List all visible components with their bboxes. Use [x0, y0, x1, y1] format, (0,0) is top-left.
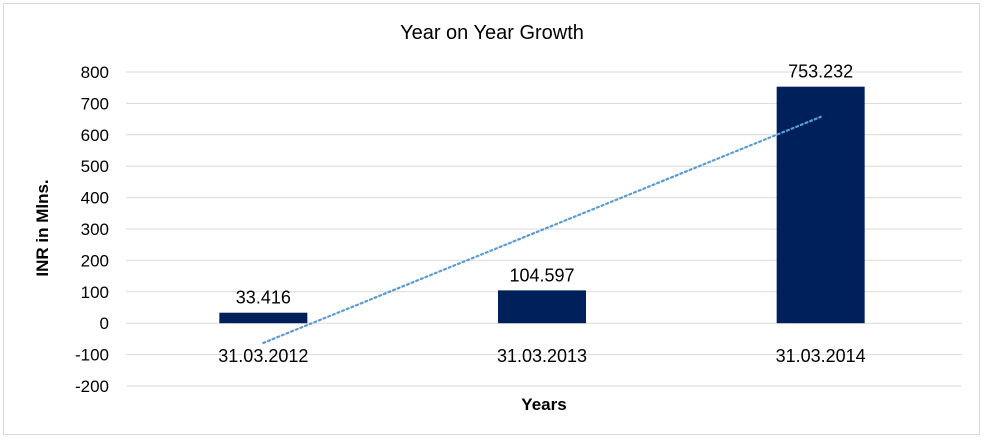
- chart-title: Year on Year Growth: [400, 22, 584, 44]
- y-tick-label: -100: [75, 346, 109, 365]
- y-tick-label: 800: [81, 63, 109, 82]
- x-axis-title: Years: [521, 395, 566, 414]
- data-label: 33.416: [236, 288, 291, 308]
- y-tick-label: 0: [100, 314, 109, 333]
- y-tick-label: 200: [81, 251, 109, 270]
- y-tick-label: 600: [81, 126, 109, 145]
- x-category-label: 31.03.2014: [776, 346, 866, 366]
- bar: [219, 312, 308, 324]
- x-category-label: 31.03.2012: [218, 346, 308, 366]
- trendline-layer: [262, 115, 822, 345]
- data-label: 104.597: [509, 265, 574, 285]
- y-tick-label: 100: [81, 283, 109, 302]
- y-tick-label: 500: [81, 157, 109, 176]
- y-axis-title: INR in Mlns.: [33, 179, 52, 276]
- x-category-label: 31.03.2013: [497, 346, 587, 366]
- trendline: [262, 115, 822, 345]
- data-labels: 33.416 104.597 753.232: [236, 62, 853, 308]
- y-axis-ticks: 800 700 600 500 400 300 200 100 0 -100 -200: [75, 63, 109, 396]
- data-label: 753.232: [788, 62, 853, 82]
- x-axis-categories: 31.03.2012 31.03.2013 31.03.2014: [218, 346, 865, 366]
- y-tick-label: -200: [75, 377, 109, 396]
- y-tick-label: 300: [81, 220, 109, 239]
- y-tick-label: 700: [81, 94, 109, 113]
- bar: [776, 86, 865, 324]
- bars: [219, 86, 865, 324]
- y-tick-label: 400: [81, 189, 109, 208]
- bar: [498, 290, 586, 324]
